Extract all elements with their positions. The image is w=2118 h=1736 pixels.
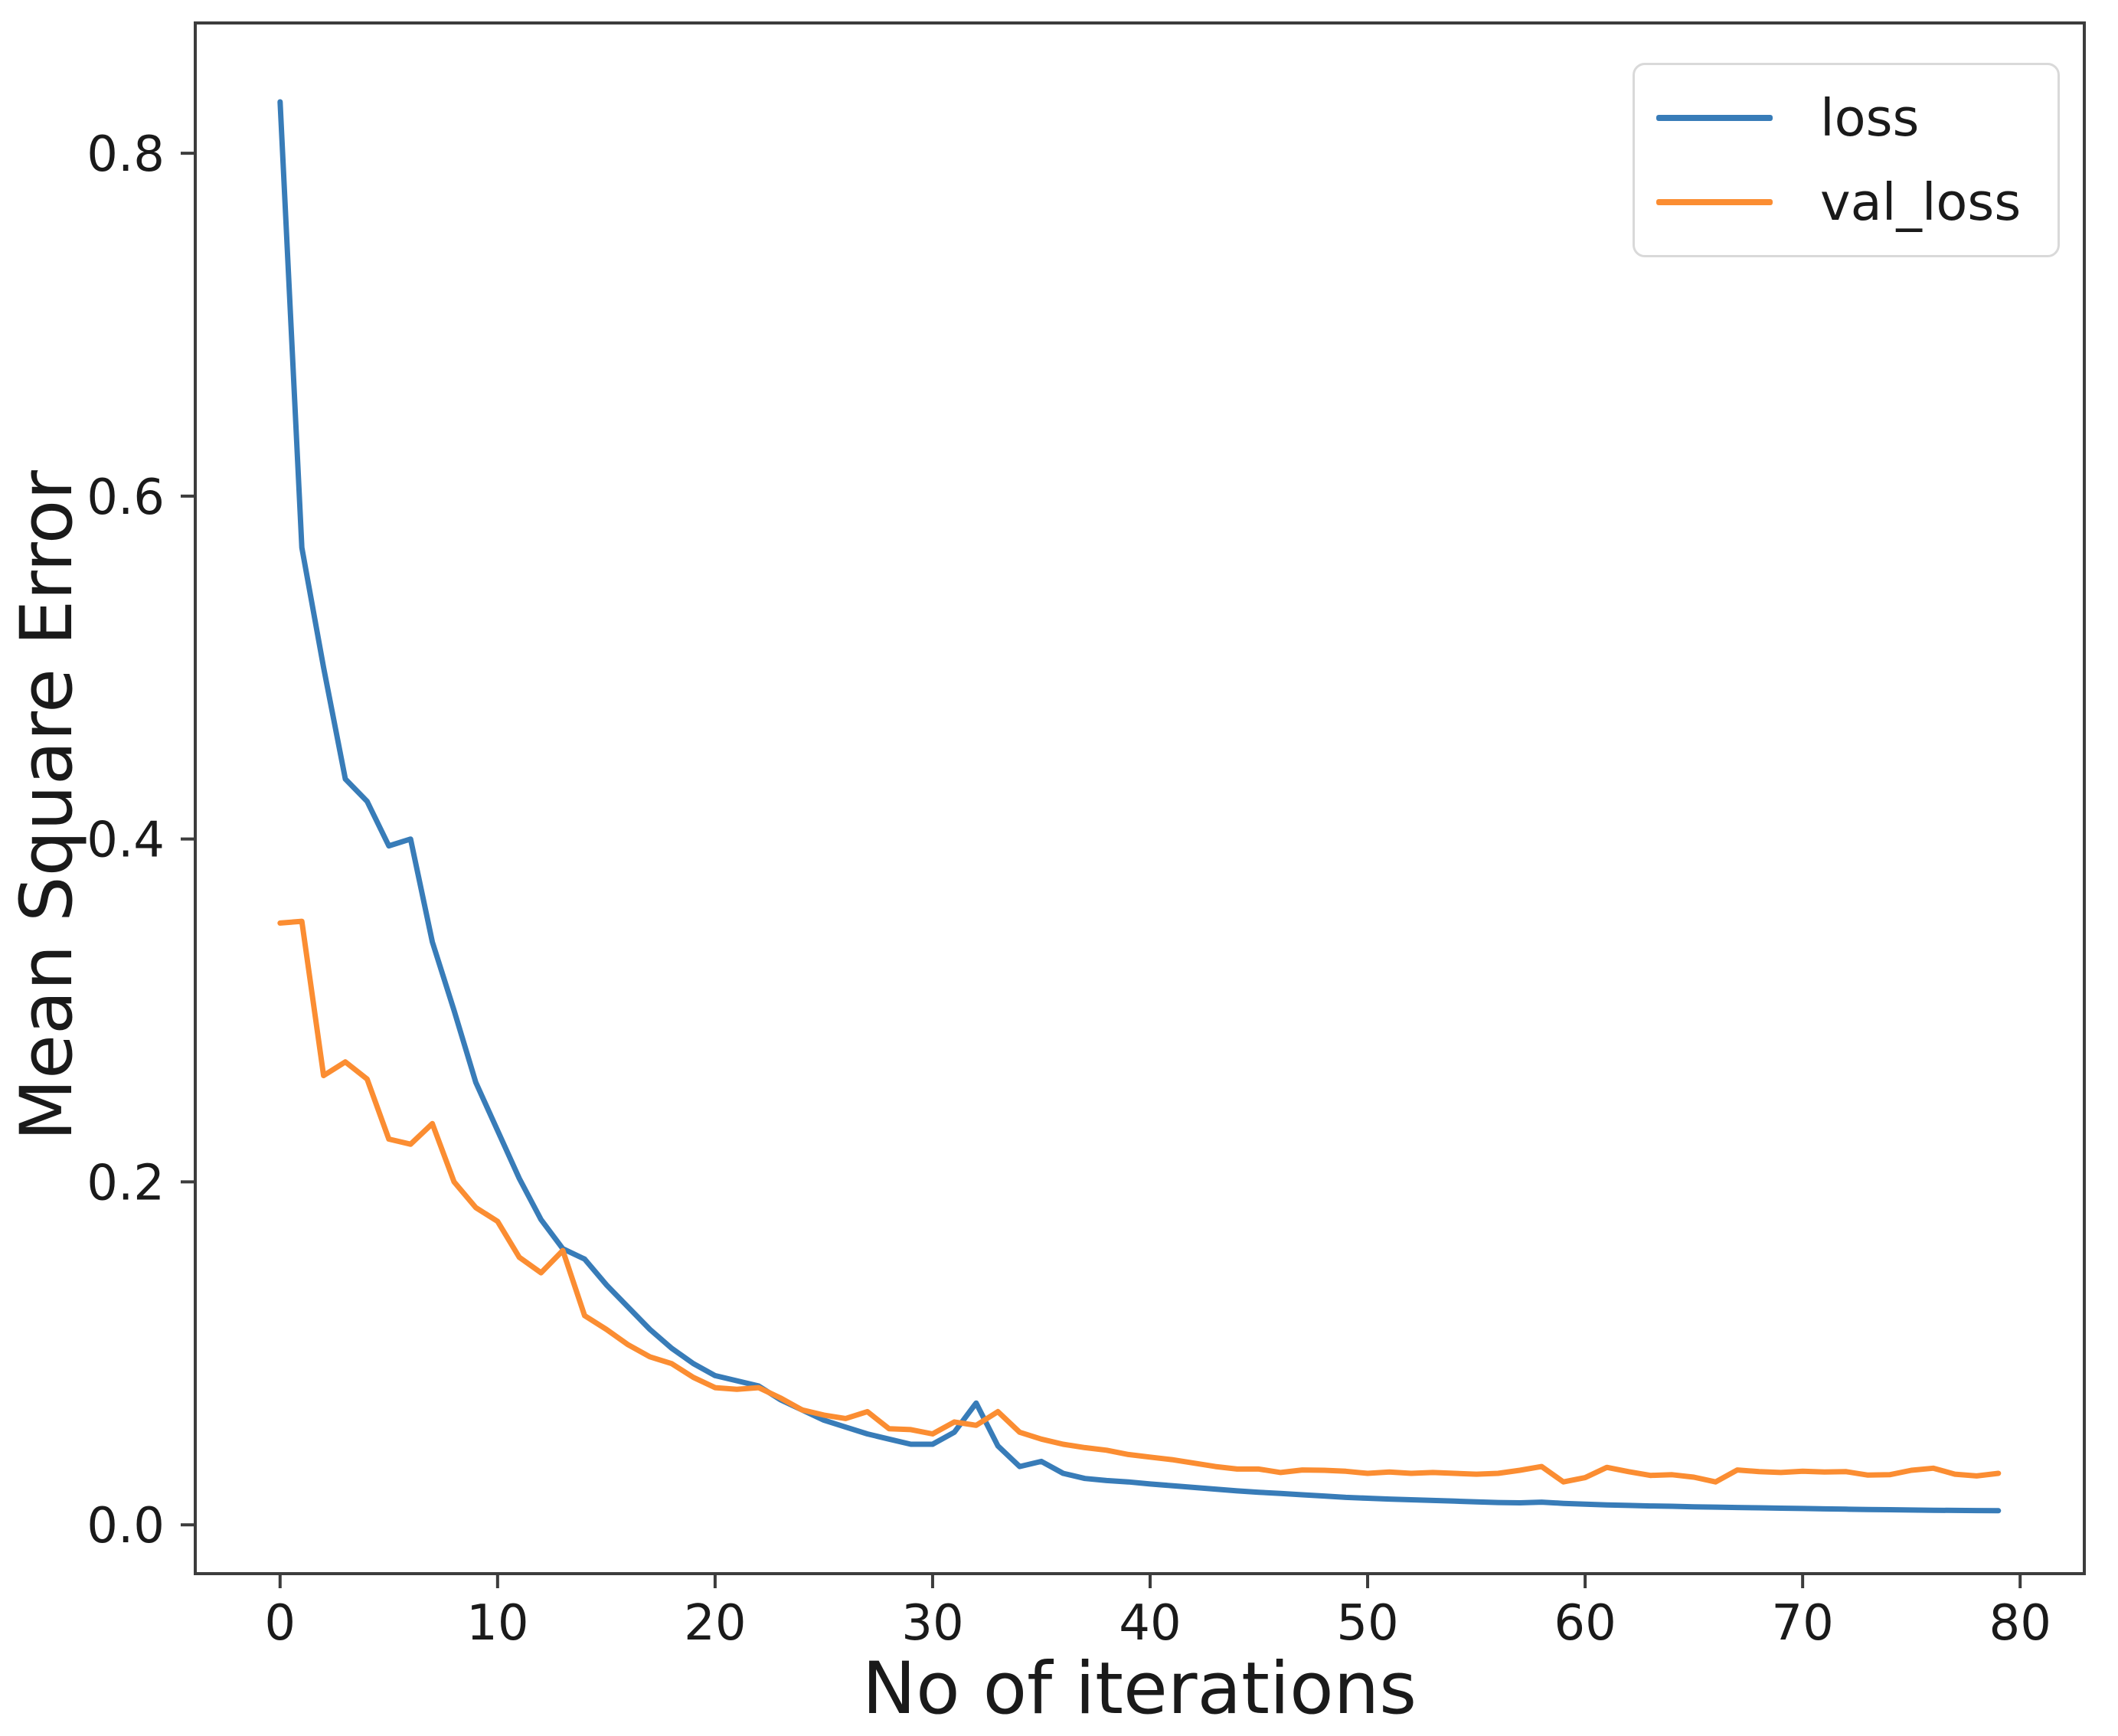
y-tick-label: 0.4 <box>87 812 165 869</box>
y-tick-label: 0.8 <box>87 126 165 183</box>
x-tick-label: 20 <box>684 1595 746 1652</box>
x-tick-label: 50 <box>1336 1595 1398 1652</box>
y-tick-label: 0.0 <box>87 1498 165 1555</box>
legend-entry-val-loss: val_loss <box>1635 172 2058 232</box>
x-tick-label: 70 <box>1771 1595 1833 1652</box>
x-tick-label: 80 <box>1989 1595 2051 1652</box>
x-tick-label: 40 <box>1119 1595 1181 1652</box>
x-axis-label: No of iterations <box>861 1647 1417 1731</box>
y-tick-label: 0.2 <box>87 1155 165 1211</box>
plot-border <box>194 21 2086 1575</box>
x-tick-label: 60 <box>1554 1595 1616 1652</box>
x-tick-label: 10 <box>466 1595 528 1652</box>
legend: loss val_loss <box>1633 63 2060 257</box>
y-tick-label: 0.6 <box>87 469 165 526</box>
val-loss-line <box>277 918 2002 1485</box>
legend-entry-loss: loss <box>1635 87 2058 148</box>
legend-label-val-loss: val_loss <box>1820 172 2022 232</box>
loss-line-swatch <box>1656 115 1773 121</box>
x-tick-label: 0 <box>264 1595 296 1652</box>
x-tick-label: 30 <box>901 1595 963 1652</box>
legend-label-loss: loss <box>1820 87 1920 148</box>
val-loss-line-swatch <box>1656 199 1773 205</box>
y-axis-label: Mean Square Error <box>5 470 89 1141</box>
loss-line <box>277 99 2002 1514</box>
